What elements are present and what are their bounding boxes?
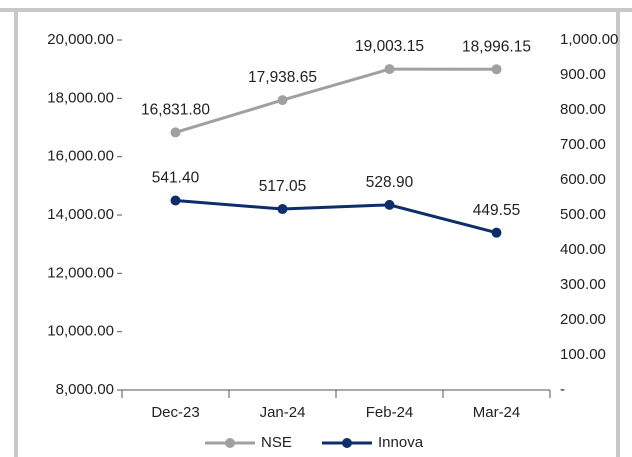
frame-top: [0, 8, 632, 12]
value-label: 528.90: [366, 174, 414, 191]
series-point: [277, 204, 288, 215]
series-point: [170, 127, 181, 138]
y-tick-label: 12,000.00: [47, 264, 114, 281]
series-line: [175, 199, 497, 235]
series-point: [491, 64, 502, 75]
value-label: 19,003.15: [355, 38, 424, 55]
series-point: [384, 64, 395, 75]
series-point: [277, 95, 288, 106]
value-label: 449.55: [473, 202, 520, 219]
y2-tick-label: 200.00: [560, 311, 606, 328]
series-point: [491, 227, 502, 238]
legend-label: Innova: [378, 434, 424, 451]
y2-tick-label: 700.00: [560, 136, 606, 153]
y2-tick-label: 800.00: [560, 101, 606, 118]
legend-label: NSE: [261, 434, 292, 451]
frame-right: [616, 8, 620, 457]
y2-tick-label: 600.00: [560, 171, 606, 188]
y2-tick-label: 900.00: [560, 66, 606, 83]
y2-tick-label: 500.00: [560, 206, 606, 223]
legend-marker: [342, 438, 352, 448]
y-tick-label: 14,000.00: [47, 206, 114, 223]
y-tick-label: 16,000.00: [47, 148, 114, 165]
y-tick-label: 18,000.00: [47, 89, 114, 106]
value-label: 16,831.80: [141, 101, 210, 118]
y-tick-label: 8,000.00: [56, 381, 114, 398]
series-point: [384, 199, 395, 210]
y2-tick-label: 1,000.00: [560, 31, 618, 48]
value-label: 541.40: [152, 170, 200, 187]
x-tick-label: Dec-23: [151, 404, 199, 421]
y2-tick-label: -: [560, 381, 565, 398]
x-tick-label: Mar-24: [473, 404, 521, 421]
legend-marker: [225, 438, 235, 448]
x-tick-label: Feb-24: [366, 404, 414, 421]
value-label: 17,938.65: [248, 69, 317, 86]
y-tick-label: 20,000.00: [47, 31, 114, 48]
y2-tick-label: 300.00: [560, 276, 606, 293]
series-line: [175, 67, 497, 134]
y-tick-label: 10,000.00: [47, 323, 114, 340]
x-tick-label: Jan-24: [260, 404, 306, 421]
frame-left: [14, 8, 18, 457]
value-label: 517.05: [259, 178, 306, 195]
y2-tick-label: 400.00: [560, 241, 606, 258]
value-label: 18,996.15: [462, 38, 531, 55]
series-point: [170, 195, 181, 206]
y2-tick-label: 100.00: [560, 346, 606, 363]
